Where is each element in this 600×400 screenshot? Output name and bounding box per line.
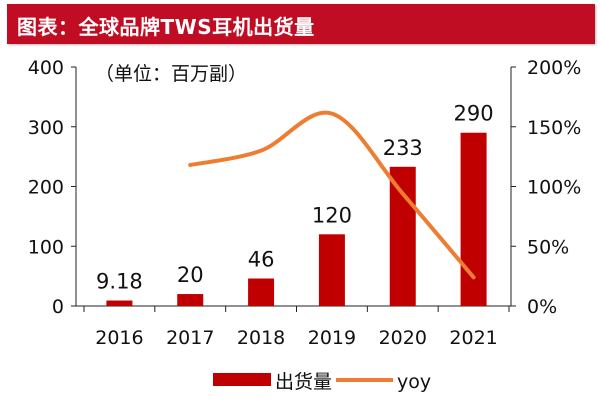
left-tick-label: 100 bbox=[28, 236, 64, 258]
legend: 出货量 yoy bbox=[213, 371, 431, 393]
unit-note: （单位：百万副） bbox=[95, 63, 247, 85]
bar bbox=[460, 132, 487, 306]
x-tick-label: 2021 bbox=[449, 327, 497, 349]
bar bbox=[106, 300, 133, 306]
x-tick-label: 2017 bbox=[166, 327, 214, 349]
left-tick-label: 200 bbox=[28, 177, 64, 199]
yoy-line bbox=[188, 110, 476, 280]
bar-data-label: 233 bbox=[383, 136, 423, 160]
title-bar: 图表：全球品牌TWS耳机出货量 bbox=[7, 4, 595, 44]
legend-line-label: yoy bbox=[397, 371, 431, 393]
legend-bar-label: 出货量 bbox=[275, 371, 332, 393]
right-tick-label: 150% bbox=[527, 117, 581, 139]
right-tick-label: 100% bbox=[527, 177, 581, 199]
bar bbox=[177, 294, 204, 306]
x-tick-label: 2019 bbox=[308, 327, 356, 349]
left-tick-label: 300 bbox=[28, 117, 64, 139]
bar-data-label: 9.18 bbox=[96, 270, 143, 294]
bar-data-label: 20 bbox=[177, 263, 204, 287]
x-tick-label: 2020 bbox=[379, 327, 427, 349]
bar bbox=[318, 234, 345, 306]
right-tick-label: 0% bbox=[527, 296, 557, 318]
chart-title: 图表：全球品牌TWS耳机出货量 bbox=[17, 15, 315, 39]
bar-data-label: 46 bbox=[248, 248, 275, 272]
bar bbox=[248, 278, 275, 306]
right-tick-label: 200% bbox=[527, 57, 581, 79]
legend-bar-swatch bbox=[213, 373, 271, 386]
right-tick-label: 50% bbox=[527, 236, 569, 258]
bar-data-label: 120 bbox=[312, 203, 352, 227]
bar bbox=[389, 166, 416, 306]
x-tick-label: 2016 bbox=[95, 327, 143, 349]
left-tick-label: 400 bbox=[28, 57, 64, 79]
x-tick-label: 2018 bbox=[237, 327, 285, 349]
left-tick-label: 0 bbox=[52, 296, 64, 318]
bar-data-label: 290 bbox=[454, 102, 494, 126]
